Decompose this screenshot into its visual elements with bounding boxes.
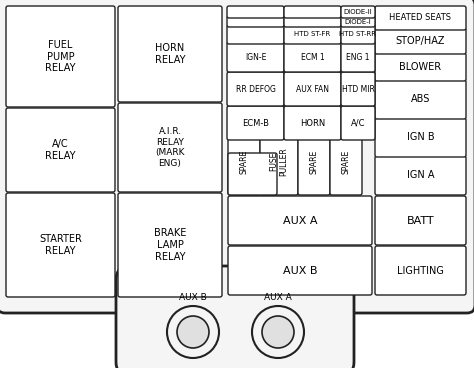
Circle shape xyxy=(177,316,209,348)
FancyBboxPatch shape xyxy=(118,103,222,192)
Text: BLOWER: BLOWER xyxy=(400,62,442,72)
FancyBboxPatch shape xyxy=(375,156,466,195)
Text: BATT: BATT xyxy=(407,216,434,226)
Text: HTD MIR: HTD MIR xyxy=(342,85,374,93)
Text: ECM-B: ECM-B xyxy=(242,118,269,127)
Text: HTD ST-RR: HTD ST-RR xyxy=(339,32,376,38)
FancyBboxPatch shape xyxy=(375,6,466,30)
FancyBboxPatch shape xyxy=(284,106,341,140)
Text: A/C
RELAY: A/C RELAY xyxy=(45,139,76,161)
Text: STARTER
RELAY: STARTER RELAY xyxy=(39,234,82,256)
FancyBboxPatch shape xyxy=(260,128,298,195)
Text: AUX FAN: AUX FAN xyxy=(296,85,329,93)
Text: HTD ST-FR: HTD ST-FR xyxy=(294,32,331,38)
FancyBboxPatch shape xyxy=(284,42,341,72)
FancyBboxPatch shape xyxy=(284,6,341,18)
FancyBboxPatch shape xyxy=(375,118,466,157)
FancyBboxPatch shape xyxy=(284,25,341,44)
FancyBboxPatch shape xyxy=(341,106,375,140)
Text: AUX B: AUX B xyxy=(179,293,207,302)
FancyBboxPatch shape xyxy=(227,6,284,18)
FancyBboxPatch shape xyxy=(330,128,362,195)
Text: FUSE
PULLER: FUSE PULLER xyxy=(269,147,289,176)
Text: BRAKE
LAMP
RELAY: BRAKE LAMP RELAY xyxy=(154,229,186,262)
FancyBboxPatch shape xyxy=(375,53,466,81)
FancyBboxPatch shape xyxy=(341,6,375,18)
Text: LIGHTING: LIGHTING xyxy=(397,265,444,276)
FancyBboxPatch shape xyxy=(227,25,284,44)
Text: A/C: A/C xyxy=(351,118,365,127)
Text: RR DEFOG: RR DEFOG xyxy=(236,85,275,93)
Text: FUEL
PUMP
RELAY: FUEL PUMP RELAY xyxy=(45,40,76,73)
Text: DIODE-I: DIODE-I xyxy=(345,18,371,25)
FancyBboxPatch shape xyxy=(298,128,330,195)
Text: ABS: ABS xyxy=(411,95,430,105)
FancyBboxPatch shape xyxy=(228,196,372,245)
Text: HEATED SEATS: HEATED SEATS xyxy=(390,14,452,22)
FancyBboxPatch shape xyxy=(6,193,115,297)
Text: AUX B: AUX B xyxy=(283,265,317,276)
FancyBboxPatch shape xyxy=(375,246,466,295)
Text: SPARE: SPARE xyxy=(341,149,350,174)
FancyBboxPatch shape xyxy=(228,153,277,195)
Text: HORN
RELAY: HORN RELAY xyxy=(155,43,185,65)
FancyBboxPatch shape xyxy=(227,42,284,72)
FancyBboxPatch shape xyxy=(227,72,284,106)
Circle shape xyxy=(262,316,294,348)
FancyBboxPatch shape xyxy=(116,266,354,368)
Text: HORN: HORN xyxy=(300,118,325,127)
FancyBboxPatch shape xyxy=(228,246,372,295)
FancyBboxPatch shape xyxy=(227,106,284,140)
FancyBboxPatch shape xyxy=(341,42,375,72)
FancyBboxPatch shape xyxy=(118,193,222,297)
FancyBboxPatch shape xyxy=(227,16,284,27)
Text: IGN A: IGN A xyxy=(407,170,434,180)
FancyBboxPatch shape xyxy=(375,196,466,245)
FancyBboxPatch shape xyxy=(375,28,466,54)
Circle shape xyxy=(252,306,304,358)
Text: ENG 1: ENG 1 xyxy=(346,53,370,61)
Text: IGN-E: IGN-E xyxy=(245,53,266,61)
FancyBboxPatch shape xyxy=(0,0,474,313)
Text: AUX A: AUX A xyxy=(264,293,292,302)
Text: ECM 1: ECM 1 xyxy=(301,53,324,61)
Text: A.I.R.
RELAY
(MARK
ENG): A.I.R. RELAY (MARK ENG) xyxy=(155,127,185,167)
FancyBboxPatch shape xyxy=(341,25,375,44)
FancyBboxPatch shape xyxy=(284,72,341,106)
FancyBboxPatch shape xyxy=(341,72,375,106)
FancyBboxPatch shape xyxy=(228,128,260,195)
FancyBboxPatch shape xyxy=(284,16,341,27)
FancyBboxPatch shape xyxy=(6,6,115,107)
FancyBboxPatch shape xyxy=(375,80,466,119)
Text: SPARE: SPARE xyxy=(239,149,248,174)
Circle shape xyxy=(167,306,219,358)
Text: SPARE: SPARE xyxy=(310,149,319,174)
Text: AUX A: AUX A xyxy=(283,216,317,226)
FancyBboxPatch shape xyxy=(6,108,115,192)
FancyBboxPatch shape xyxy=(118,6,222,102)
Text: DIODE-II: DIODE-II xyxy=(344,9,373,15)
Text: IGN B: IGN B xyxy=(407,132,434,142)
FancyBboxPatch shape xyxy=(341,16,375,27)
Text: STOP/HAZ: STOP/HAZ xyxy=(396,36,445,46)
